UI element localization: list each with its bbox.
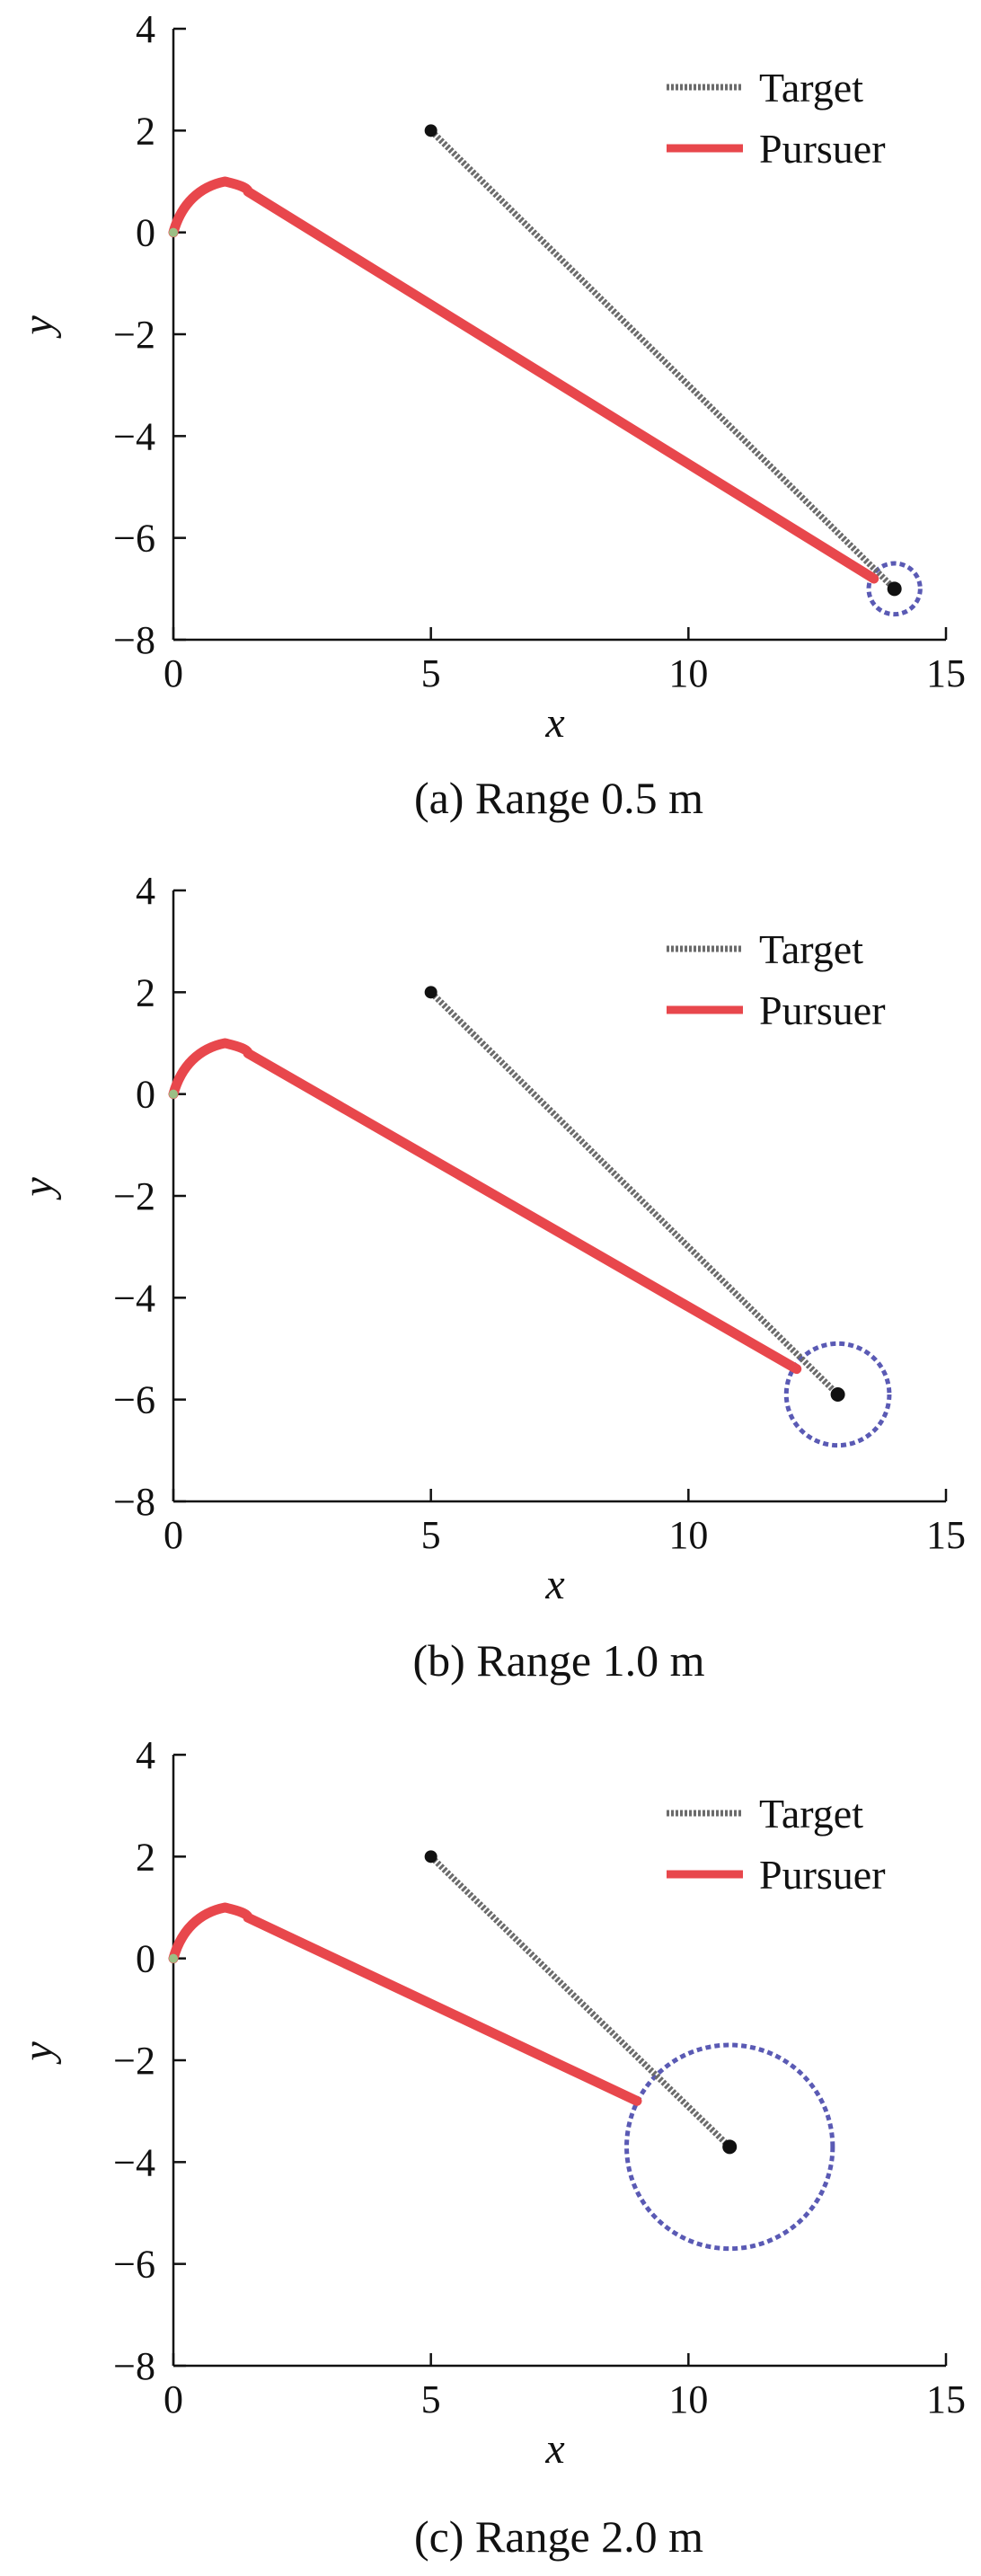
- legend-label-pursuer: Pursuer: [759, 126, 886, 172]
- x-tick-label: 10: [668, 1513, 708, 1557]
- x-tick-label: 5: [421, 2377, 441, 2421]
- pursuer-start-point: [169, 227, 178, 237]
- range-circle: [624, 2042, 835, 2252]
- series-line-target: [429, 989, 841, 1397]
- x-tick-label: 0: [164, 1513, 183, 1557]
- y-tick-label: 2: [136, 970, 155, 1014]
- legend-label-pursuer: Pursuer: [759, 1852, 886, 1898]
- x-tick-label: 5: [421, 1513, 441, 1557]
- y-tick-label: −8: [113, 2344, 155, 2388]
- target-end-point: [830, 1387, 845, 1402]
- series-line-pursuer: [168, 1902, 642, 2106]
- x-tick-label: 10: [668, 2377, 708, 2421]
- panel-caption: (b) Range 1.0 m: [413, 1635, 705, 1686]
- panel-caption: (a) Range 0.5 m: [414, 773, 703, 823]
- y-tick-label: 0: [136, 1073, 155, 1117]
- series-line-pursuer: [168, 176, 879, 584]
- y-tick-label: 4: [136, 869, 155, 913]
- y-tick-label: −2: [113, 2039, 155, 2083]
- pursuer-start-point: [169, 1953, 178, 1963]
- target-end-point: [722, 2139, 738, 2155]
- panel-caption: (c) Range 2.0 m: [414, 2511, 703, 2562]
- y-tick-label: 0: [136, 211, 155, 255]
- y-axis-label: y: [14, 315, 62, 340]
- y-tick-label: −2: [113, 313, 155, 357]
- range-circle: [866, 561, 923, 617]
- y-tick-label: 2: [136, 109, 155, 153]
- y-tick-label: 2: [136, 1835, 155, 1879]
- series-line-target: [429, 1854, 732, 2149]
- y-tick-label: −6: [113, 517, 155, 561]
- chart-panel-1: 0 5 10 15 4 2 0 −2 −4 −6 −8 x y Target Pursuer (a) Rang…: [14, 7, 966, 823]
- x-tick-label: 0: [164, 2377, 183, 2421]
- x-tick-label: 15: [926, 651, 966, 695]
- y-tick-label: −2: [113, 1174, 155, 1218]
- legend-label-target: Target: [759, 926, 863, 972]
- series-line-target: [429, 128, 897, 591]
- x-axis-label: x: [544, 1561, 564, 1608]
- range-circle: [783, 1341, 892, 1448]
- y-tick-label: 0: [136, 1937, 155, 1981]
- target-start-point: [424, 986, 437, 999]
- y-tick-label: −4: [113, 1276, 155, 1320]
- y-axis-label: y: [14, 2041, 62, 2066]
- x-axis-label: x: [544, 699, 564, 747]
- series-line-pursuer: [168, 1038, 802, 1375]
- y-axis-label: y: [14, 1177, 62, 1201]
- x-tick-label: 5: [421, 651, 441, 695]
- y-tick-label: −8: [113, 618, 155, 662]
- legend-label-target: Target: [759, 1791, 863, 1837]
- chart-panel-3: 0 5 10 15 4 2 0 −2 −4 −6 −8 x y Target Pursuer (c) Rang…: [14, 1733, 966, 2562]
- x-tick-label: 15: [926, 2377, 966, 2421]
- y-tick-label: 4: [136, 1733, 155, 1777]
- y-tick-label: −6: [113, 2243, 155, 2287]
- y-tick-label: −6: [113, 1378, 155, 1422]
- target-start-point: [424, 1850, 437, 1863]
- y-tick-label: −4: [113, 414, 155, 458]
- pursuer-start-point: [169, 1089, 178, 1099]
- y-tick-label: −8: [113, 1480, 155, 1524]
- x-axis-label: x: [544, 2425, 564, 2473]
- chart-panel-2: 0 5 10 15 4 2 0 −2 −4 −6 −8 x y Target Pursuer (b) Rang…: [14, 869, 966, 1686]
- target-end-point: [887, 581, 902, 597]
- y-tick-label: −4: [113, 2140, 155, 2184]
- legend-label-pursuer: Pursuer: [759, 987, 886, 1033]
- legend-label-target: Target: [759, 65, 863, 111]
- x-tick-label: 10: [668, 651, 708, 695]
- x-tick-label: 15: [926, 1513, 966, 1557]
- target-start-point: [424, 124, 437, 137]
- x-tick-label: 0: [164, 651, 183, 695]
- y-tick-label: 4: [136, 7, 155, 51]
